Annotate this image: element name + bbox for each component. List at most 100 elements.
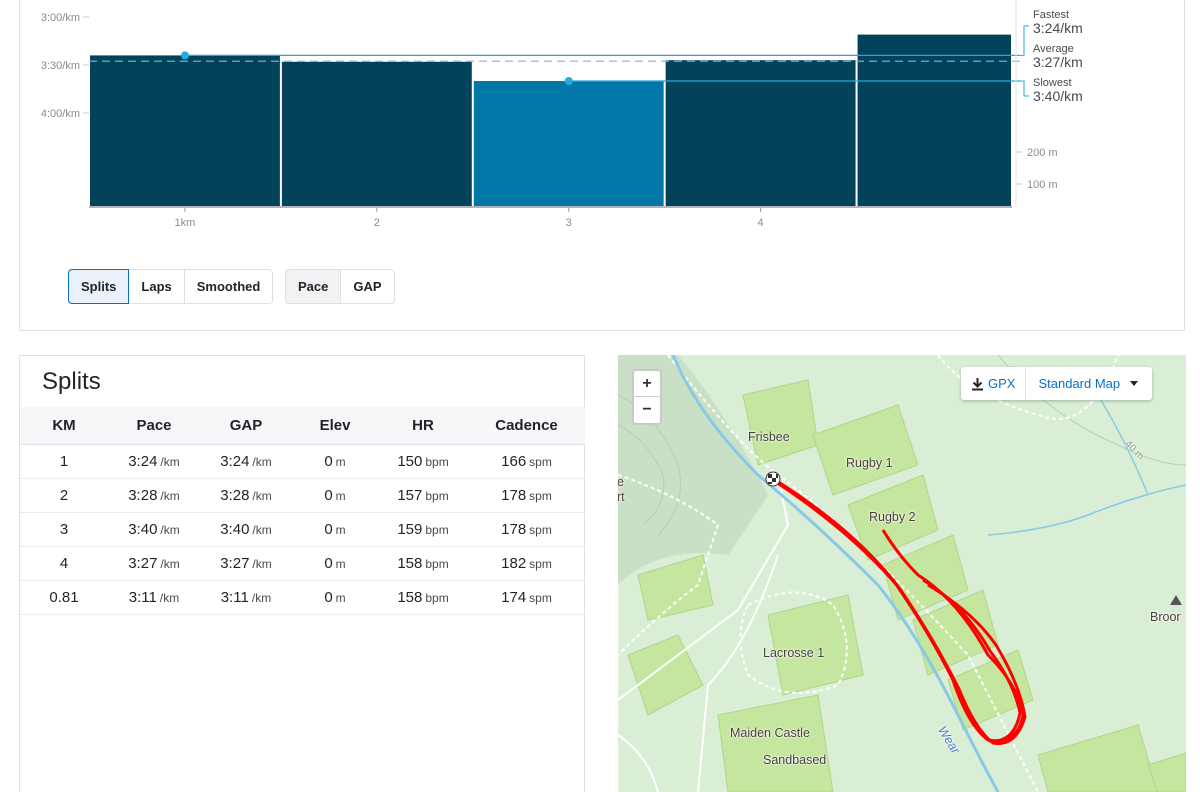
caret-down-icon: [1130, 381, 1139, 386]
x-tick-label: 3: [566, 217, 572, 229]
pitch: [637, 554, 714, 621]
pace-toggle-button[interactable]: Pace: [285, 269, 342, 304]
elev-tick-label: 100 m: [1027, 179, 1058, 191]
footpath: [667, 355, 1039, 792]
y-tick-label: 4:00/km: [41, 108, 80, 120]
pace-bar: [473, 81, 664, 206]
route-trace: [771, 476, 1027, 745]
map-controls: GPX Standard Map: [961, 367, 1153, 400]
contour-line: [618, 424, 665, 526]
cadence-cell: 174 spm: [468, 580, 585, 615]
y-tick-label: 3:30/km: [41, 60, 80, 72]
km-cell: 2: [20, 478, 108, 513]
view-toggle-group: Splits Laps Smoothed: [68, 269, 274, 304]
slowest-connector: [1020, 80, 1029, 97]
elev-header: Elev: [292, 407, 378, 445]
map-label-frisbee: Frisbee: [748, 430, 790, 444]
hr-header: HR: [378, 407, 468, 445]
hr-cell: 159 bpm: [378, 512, 468, 547]
zoom-control: + −: [632, 369, 662, 425]
cadence-cell: 178 spm: [468, 512, 585, 547]
map-canvas[interactable]: [618, 355, 1186, 792]
x-tick-label: 4: [758, 217, 764, 229]
cadence-header: Cadence: [468, 407, 585, 445]
fastest-value: 3:24/km: [1033, 20, 1083, 36]
zoom-in-button[interactable]: +: [634, 371, 660, 397]
download-icon: [972, 377, 983, 390]
gpx-download-button[interactable]: GPX: [961, 367, 1027, 400]
km-cell: 0.81: [20, 580, 108, 615]
km-header: KM: [20, 407, 108, 445]
pace-cell: 3:27/km: [108, 546, 200, 581]
map-label-rugby-1: Rugby 1: [846, 456, 893, 470]
km-cell: 4: [20, 546, 108, 581]
average-label: Average: [1033, 43, 1074, 55]
footpath: [739, 591, 848, 694]
pace-header: Pace: [108, 407, 200, 445]
pitch: [1037, 724, 1159, 792]
pace-cell: 3:28/km: [108, 478, 200, 513]
y-tick-label: 3:00/km: [41, 12, 80, 24]
x-tick-label: 1km: [175, 217, 196, 229]
gap-cell: 3:40/km: [200, 512, 292, 547]
pace-bar: [857, 34, 1011, 206]
fastest-connector: [1020, 25, 1029, 56]
rugby-2-pitch: [847, 474, 939, 561]
peak-icon: [1170, 595, 1182, 605]
laps-toggle-button[interactable]: Laps: [128, 269, 185, 304]
route-map[interactable]: Frisbee Rugby 1 Rugby 2 Lacrosse 1 Maide…: [618, 355, 1186, 792]
map-label-edge: rt: [618, 490, 625, 504]
pace-cell: 3:11/km: [108, 580, 200, 615]
pace-bar: [281, 61, 472, 206]
splits-toggle-button[interactable]: Splits: [68, 269, 130, 304]
elev-tick-label: 200 m: [1027, 147, 1058, 159]
gap-cell: 3:28/km: [200, 478, 292, 513]
cadence-cell: 166 spm: [468, 444, 585, 479]
map-label-sandbased: Sandbased: [763, 753, 827, 767]
maiden-castle-pitch: [717, 694, 834, 792]
gap-cell: 3:24/km: [200, 444, 292, 479]
metric-toggle-group: Pace GAP: [285, 269, 395, 304]
splits-header-row: KM Pace GAP Elev HR Cadence: [20, 407, 585, 445]
footpath: [618, 474, 720, 656]
hr-cell: 158 bpm: [378, 580, 468, 615]
slowest-split-marker: [564, 77, 573, 85]
map-type-label: Standard Map: [1038, 376, 1121, 391]
gap-toggle-button[interactable]: GAP: [340, 269, 395, 304]
pitch: [1147, 752, 1186, 792]
checkered-flag-icon: [768, 474, 778, 484]
pace-chart-card: 3:00/km 3:30/km 4:00/km 1km 2 3 4 Fastest 3:24/k…: [19, 0, 1185, 331]
river-wear: [671, 355, 1000, 792]
gap-cell: 3:11/km: [200, 580, 292, 615]
gpx-label: GPX: [988, 376, 1016, 391]
splits-table: KM Pace GAP Elev HR Cadence 1 3:24/km 3:…: [20, 407, 585, 615]
pitch: [627, 634, 704, 716]
slowest-value: 3:40/km: [1033, 88, 1083, 104]
fastest-label: Fastest: [1033, 9, 1069, 21]
map-type-dropdown[interactable]: Standard Map: [1026, 367, 1152, 400]
smoothed-toggle-button[interactable]: Smoothed: [183, 269, 274, 304]
gap-header: GAP: [200, 407, 292, 445]
pitch: [912, 589, 999, 676]
pace-cell: 3:24/km: [108, 444, 200, 479]
map-label-maiden-castle: Maiden Castle: [730, 726, 810, 740]
splits-title: Splits: [42, 368, 101, 395]
km-cell: 1: [20, 444, 108, 479]
road: [697, 554, 779, 792]
pace-cell: 3:40/km: [108, 512, 200, 547]
rugby-1-pitch: [812, 404, 919, 496]
hr-cell: 150 bpm: [378, 444, 468, 479]
zoom-out-button[interactable]: −: [642, 401, 652, 418]
road: [618, 734, 659, 792]
map-label-lacrosse-1: Lacrosse 1: [763, 646, 825, 660]
average-value: 3:27/km: [1033, 54, 1083, 70]
